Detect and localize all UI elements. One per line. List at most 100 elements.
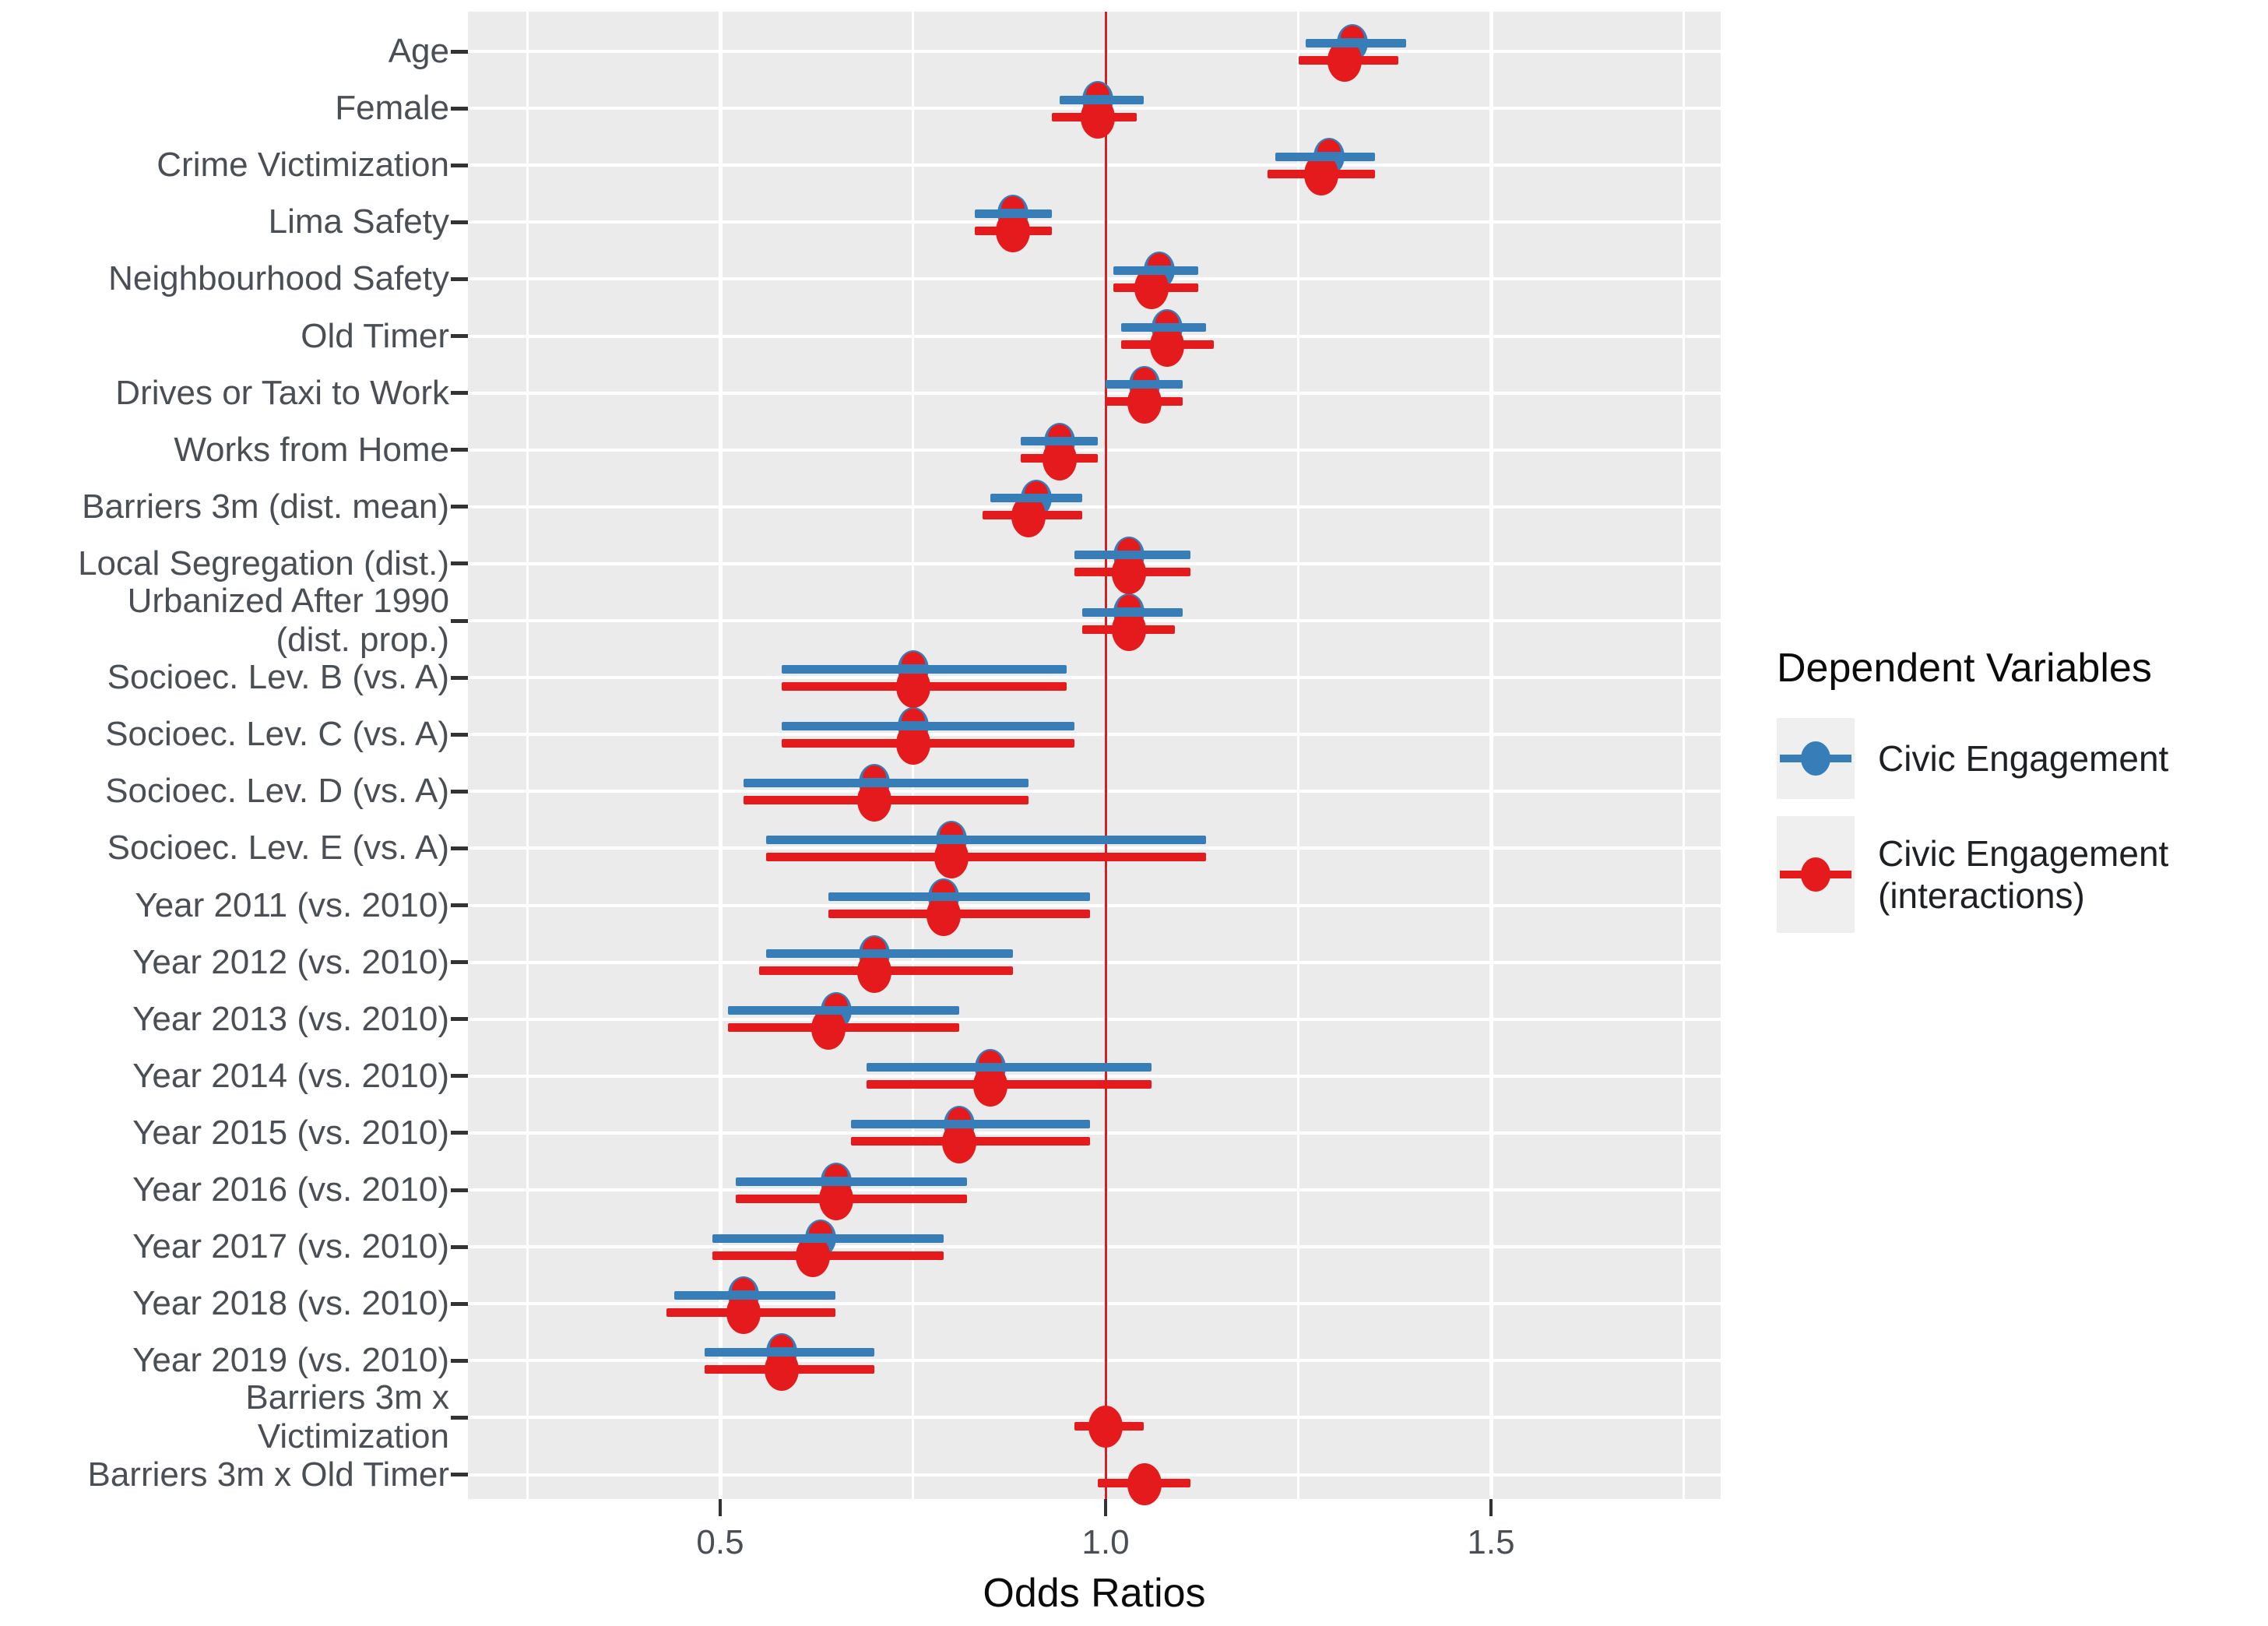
x-tick-mark — [719, 1499, 722, 1516]
x-axis-title: Odds Ratios — [983, 1571, 1206, 1616]
y-major-gridline — [468, 448, 1721, 452]
legend-entry-civic-engagement-interactions: Civic Engagement (interactions) — [1777, 816, 2168, 933]
x-minor-gridline — [1683, 12, 1685, 1499]
y-tick-mark — [451, 1131, 468, 1135]
x-tick-label: 0.5 — [696, 1523, 744, 1561]
point-overlap-speck — [978, 1050, 1002, 1063]
ci-civic-engagement — [1059, 95, 1145, 104]
ci-civic-engagement — [851, 1120, 1091, 1129]
y-axis-label: Local Segregation (dist.) — [78, 544, 449, 582]
y-tick-mark — [451, 505, 468, 509]
legend-entry-civic-engagement: Civic Engagement — [1777, 718, 2168, 799]
y-tick-mark — [451, 49, 468, 54]
legend-label: Civic Engagement (interactions) — [1878, 833, 2169, 916]
ci-civic-engagement-interactions — [974, 226, 1052, 235]
y-tick-mark — [451, 1473, 468, 1476]
y-axis-label: Year 2014 (vs. 2010) — [132, 1056, 449, 1095]
y-axis-label: Socioec. Lev. E (vs. A) — [107, 829, 449, 868]
y-major-gridline — [468, 277, 1721, 281]
point-overlap-speck — [1086, 83, 1110, 96]
ci-civic-engagement-interactions — [851, 1137, 1091, 1146]
y-tick-mark — [451, 561, 468, 566]
y-axis-label: Socioec. Lev. D (vs. A) — [105, 772, 449, 811]
point-overlap-speck — [1155, 310, 1180, 323]
y-major-gridline — [468, 164, 1721, 167]
y-tick-mark — [451, 220, 468, 224]
x-minor-gridline — [1297, 12, 1299, 1499]
ci-civic-engagement — [743, 778, 1029, 787]
y-major-gridline — [468, 391, 1721, 395]
y-major-gridline — [468, 1245, 1721, 1249]
ci-civic-engagement-interactions — [705, 1364, 874, 1374]
y-major-gridline — [468, 1131, 1721, 1135]
ci-civic-engagement-interactions — [782, 681, 1067, 691]
y-major-gridline — [468, 903, 1721, 907]
y-major-gridline — [468, 50, 1721, 53]
y-tick-mark — [451, 1244, 468, 1249]
y-axis-label: Year 2011 (vs. 2010) — [135, 885, 449, 924]
plot-panel — [468, 12, 1721, 1499]
ci-civic-engagement — [1306, 38, 1407, 48]
y-tick-mark — [451, 1301, 468, 1306]
y-axis-label: Urbanized After 1990 (dist. prop.) — [127, 582, 449, 659]
ci-civic-engagement-interactions — [666, 1307, 836, 1317]
point-overlap-speck — [863, 765, 886, 779]
y-major-gridline — [468, 790, 1721, 794]
point-overlap-speck — [1317, 139, 1341, 153]
y-axis-label: Year 2018 (vs. 2010) — [132, 1284, 449, 1323]
point-overlap-speck — [808, 1221, 832, 1234]
ci-civic-engagement — [1113, 266, 1198, 275]
ci-civic-engagement — [782, 664, 1067, 674]
y-major-gridline — [468, 334, 1721, 338]
y-major-gridline — [468, 505, 1721, 509]
y-tick-mark — [451, 618, 468, 623]
y-tick-mark — [451, 106, 468, 111]
y-tick-mark — [451, 732, 468, 737]
y-axis-label: Year 2017 (vs. 2010) — [132, 1227, 449, 1266]
y-major-gridline — [468, 676, 1721, 680]
ci-civic-engagement — [705, 1347, 874, 1357]
y-major-gridline — [468, 1302, 1721, 1306]
y-tick-mark — [451, 163, 468, 167]
ci-civic-engagement-interactions — [1267, 169, 1376, 178]
ci-civic-engagement — [1021, 437, 1099, 446]
y-axis-label: Socioec. Lev. C (vs. A) — [105, 715, 449, 754]
y-major-gridline — [468, 220, 1721, 224]
ci-civic-engagement — [782, 721, 1075, 730]
y-major-gridline — [468, 1473, 1721, 1476]
point-overlap-speck — [1132, 367, 1156, 380]
x-major-gridline — [1489, 12, 1493, 1499]
y-axis-label: Female — [335, 89, 449, 128]
y-axis-label: Year 2016 (vs. 2010) — [132, 1170, 449, 1209]
ci-civic-engagement — [828, 892, 1091, 901]
ci-civic-engagement — [990, 494, 1083, 503]
y-major-gridline — [468, 846, 1721, 850]
y-tick-mark — [451, 846, 468, 850]
point-overlap-speck — [932, 879, 956, 892]
point-overlap-speck — [901, 652, 925, 665]
point-overlap-speck — [1001, 196, 1025, 209]
y-major-gridline — [468, 1074, 1721, 1078]
ci-civic-engagement-interactions — [1074, 568, 1190, 577]
ci-civic-engagement-interactions — [1021, 454, 1099, 463]
point-overlap-speck — [770, 1335, 794, 1348]
y-tick-mark — [451, 448, 468, 452]
ci-civic-engagement — [974, 209, 1052, 218]
ci-civic-engagement-interactions — [1106, 397, 1183, 406]
y-axis-label: Barriers 3m x Old Timer — [87, 1455, 449, 1494]
ci-civic-engagement-interactions — [735, 1194, 967, 1203]
ci-civic-engagement — [1275, 152, 1376, 161]
point-overlap-speck — [1024, 480, 1048, 494]
y-tick-mark — [451, 391, 468, 396]
y-tick-mark — [451, 1188, 468, 1192]
y-axis-label: Year 2013 (vs. 2010) — [132, 999, 449, 1038]
ci-civic-engagement-interactions — [712, 1251, 944, 1260]
point-overlap-speck — [824, 993, 848, 1006]
y-axis-label: Old Timer — [301, 316, 449, 355]
y-major-gridline — [468, 1017, 1721, 1021]
y-axis-label: Barriers 3m (dist. mean) — [82, 487, 449, 526]
y-major-gridline — [468, 960, 1721, 964]
point-overlap-speck — [731, 1278, 755, 1291]
ci-civic-engagement-interactions — [782, 738, 1075, 748]
